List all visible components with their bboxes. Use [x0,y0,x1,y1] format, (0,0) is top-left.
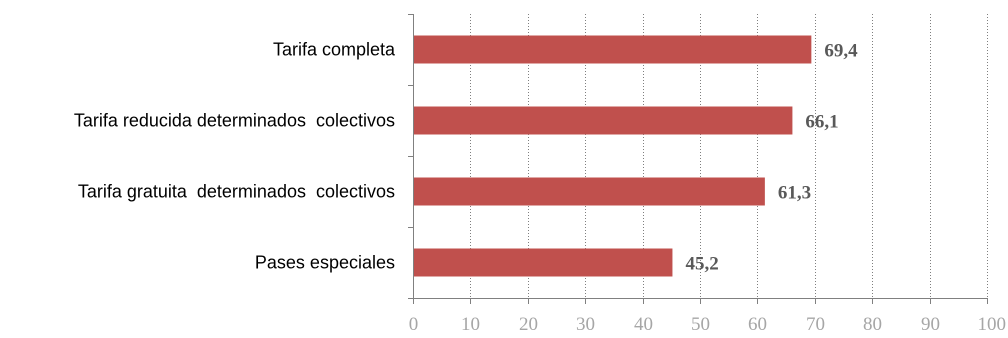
axes [408,14,988,304]
category-label-3: Tarifa gratuita determinados colectivos [78,182,395,202]
x-tick-label-60: 60 [748,314,767,335]
x-tick-label-90: 90 [921,314,940,335]
category-label-2: Tarifa reducida determinados colectivos [74,111,395,131]
x-tick-label-40: 40 [634,314,653,335]
x-tick-label-10: 10 [461,314,480,335]
x-tick-label-30: 30 [576,314,595,335]
category-label-4: Pases especiales [255,253,395,273]
x-tick-label-70: 70 [806,314,825,335]
x-tick-label-80: 80 [863,314,882,335]
bar-2 [414,106,793,135]
x-tick-label-0: 0 [409,314,419,335]
category-label-1: Tarifa completa [273,40,396,60]
data-label-4: 45,2 [685,254,718,275]
data-label-1: 69,4 [824,41,858,62]
bar-1 [414,35,812,64]
x-tick-label-100: 100 [978,314,1007,335]
bars [414,35,812,277]
bar-3 [414,177,765,206]
data-label-2: 66,1 [805,112,838,133]
data-label-3: 61,3 [778,183,811,204]
gridlines [470,14,988,298]
x-tick-label-20: 20 [519,314,538,335]
labels: 69,4 Tarifa completa 66,1 Tarifa reducida d… [74,40,1006,336]
x-tick-label-50: 50 [691,314,710,335]
bar-4 [414,248,673,277]
